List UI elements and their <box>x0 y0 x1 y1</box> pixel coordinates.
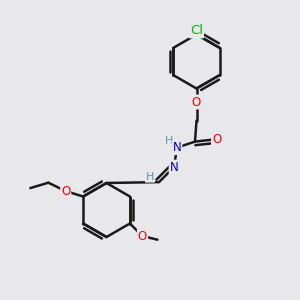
Text: O: O <box>138 230 147 243</box>
Text: H: H <box>146 172 154 182</box>
Text: O: O <box>212 133 221 146</box>
Text: H: H <box>164 136 173 146</box>
Text: O: O <box>192 95 201 109</box>
Text: N: N <box>172 141 182 154</box>
Text: Cl: Cl <box>190 24 203 38</box>
Text: N: N <box>169 160 178 174</box>
Text: O: O <box>61 184 70 198</box>
